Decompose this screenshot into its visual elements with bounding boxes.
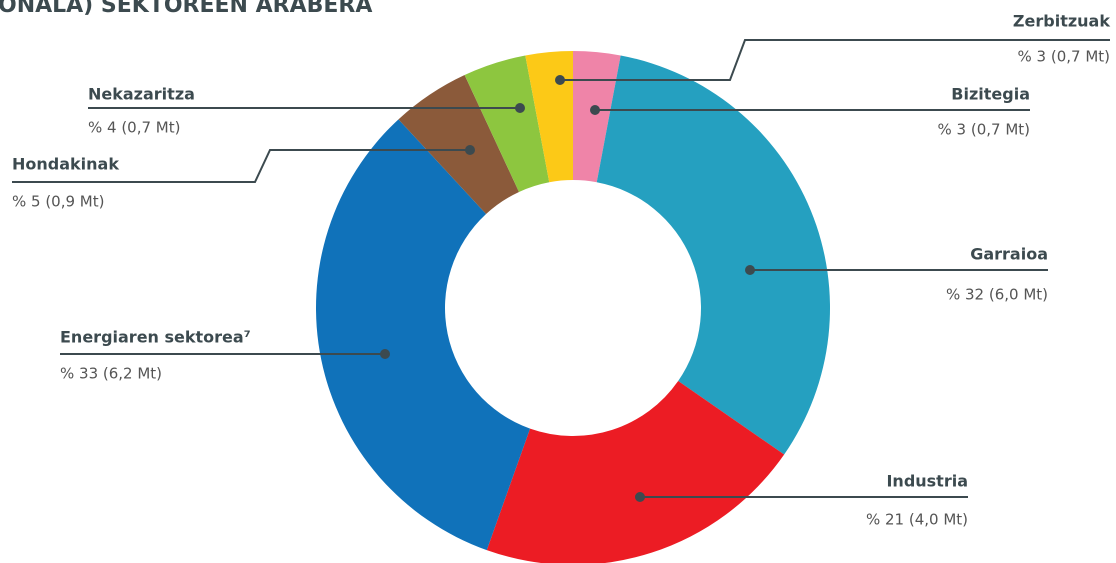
segment-name: Hondakinak xyxy=(12,155,119,174)
donut-segment xyxy=(316,119,531,551)
leader-line xyxy=(12,149,470,183)
leader-dot xyxy=(555,75,565,85)
donut-segment xyxy=(486,380,785,563)
value-label: % 33 (6,2 Mt) xyxy=(60,365,162,383)
segment-name: Energiaren sektorea⁷ xyxy=(60,328,251,347)
leader-dot xyxy=(515,103,525,113)
value-label: % 3 (0,7 Mt) xyxy=(938,121,1030,139)
segment-name: Garraioa xyxy=(970,245,1048,264)
value-label: % 3 (0,7 Mt) xyxy=(1018,48,1110,66)
leader-dot xyxy=(465,145,475,155)
leader-line xyxy=(560,39,1110,81)
leader-dot xyxy=(590,105,600,115)
value-label: % 5 (0,9 Mt) xyxy=(12,193,104,211)
leader-dot xyxy=(745,265,755,275)
donut-segment xyxy=(398,74,520,215)
value-label: % 4 (0,7 Mt) xyxy=(88,119,180,137)
donut-segment xyxy=(464,55,550,192)
segment-name: Industria xyxy=(886,472,968,491)
leader-dot xyxy=(380,349,390,359)
value-label: % 32 (6,0 Mt) xyxy=(946,286,1048,304)
leader-dot xyxy=(635,492,645,502)
value-label: % 21 (4,0 Mt) xyxy=(866,511,968,529)
segment-name: Zerbitzuak xyxy=(1013,12,1110,31)
chart-title: ONALA) SEKTOREEN ARABERA xyxy=(0,0,372,18)
segment-name: Bizitegia xyxy=(951,85,1030,104)
segment-name: Nekazaritza xyxy=(88,85,195,104)
donut-segment xyxy=(573,51,621,183)
donut-segment xyxy=(596,55,830,455)
